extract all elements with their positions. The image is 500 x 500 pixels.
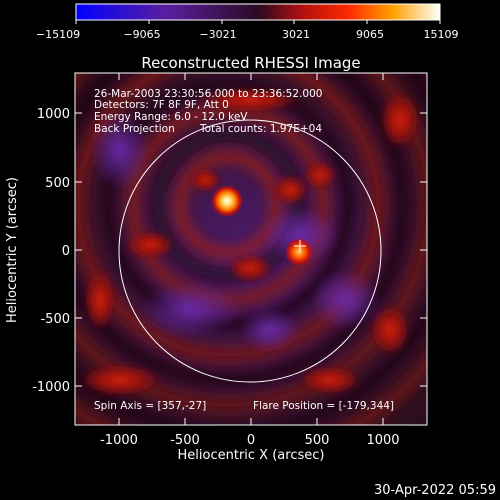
y-axis-ticks: [75, 112, 427, 387]
spin-axis-label: Spin Axis = [357,-27]: [94, 400, 206, 412]
info-method: Back Projection: [94, 123, 175, 135]
x-tick-label: -500: [170, 433, 200, 448]
y-tick-label: 1000: [37, 107, 70, 122]
info-energy-range: Energy Range: 6.0 - 12.0 keV: [94, 111, 248, 123]
info-total-counts: Total counts: 1.97E+04: [199, 123, 322, 135]
colorbar-tick-label: 3021: [282, 28, 310, 41]
solar-image: [75, 73, 427, 425]
plot-title: Reconstructed RHESSI Image: [141, 54, 360, 72]
flare-source-secondary: [285, 238, 313, 266]
y-tick-label: -500: [40, 312, 70, 327]
flare-position-label: Flare Position = [-179,344]: [253, 400, 394, 412]
x-tick-label: -1000: [100, 433, 138, 448]
colorbar-tick-label: 9065: [356, 28, 384, 41]
y-tick-label: -1000: [32, 380, 70, 395]
x-axis-label: Heliocentric X (arcsec): [178, 448, 325, 463]
solar-limb-circle: [118, 119, 382, 383]
colorbar-ticks: [75, 20, 441, 24]
x-axis-ticks: [118, 73, 384, 425]
info-time-range: 26-Mar-2003 23:30:56.000 to 23:36:52.000: [94, 88, 322, 100]
spin-axis-crosshair: [294, 240, 306, 252]
y-tick-label: 0: [62, 244, 70, 259]
colorbar-tick-label: 15109: [424, 28, 459, 41]
colorbar-tick-label: −9065: [123, 28, 160, 41]
info-detectors: Detectors: 7F 8F 9F, Att 0: [94, 99, 229, 111]
colorbar-tick-label: −15109: [36, 28, 80, 41]
x-tick-label: 0: [247, 433, 255, 448]
x-tick-label: 1000: [366, 433, 399, 448]
colorbar: [75, 3, 441, 21]
flare-source-primary: [211, 185, 243, 217]
colorbar-tick-label: −3021: [199, 28, 236, 41]
y-tick-label: 500: [45, 176, 70, 191]
y-axis-label: Heliocentric Y (arcsec): [5, 177, 20, 323]
x-tick-label: 500: [305, 433, 330, 448]
timestamp: 30-Apr-2022 05:59: [374, 483, 496, 498]
